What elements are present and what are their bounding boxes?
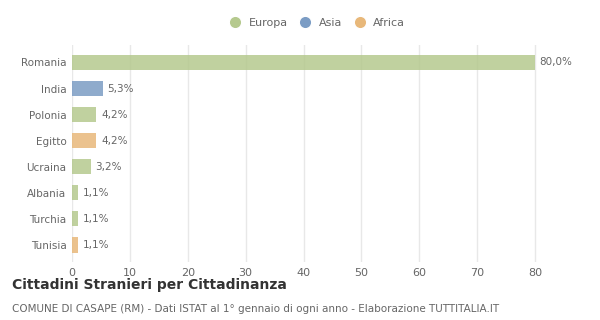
Bar (72, 211, 79, 227)
Text: 1,1%: 1,1% (83, 214, 109, 224)
Text: COMUNE DI CASAPE (RM) - Dati ISTAT al 1° gennaio di ogni anno - Elaborazione TUT: COMUNE DI CASAPE (RM) - Dati ISTAT al 1°… (12, 304, 499, 314)
Legend: Europa, Asia, Africa: Europa, Asia, Africa (229, 15, 407, 30)
Text: 4,2%: 4,2% (101, 136, 127, 146)
Text: 80,0%: 80,0% (539, 58, 572, 68)
Bar (72, 133, 97, 148)
Text: Cittadini Stranieri per Cittadinanza: Cittadini Stranieri per Cittadinanza (12, 278, 287, 292)
Bar (72, 107, 97, 122)
Bar (72, 159, 91, 174)
Bar (72, 237, 79, 252)
Bar (72, 185, 79, 200)
Bar (72, 81, 103, 96)
Text: 5,3%: 5,3% (107, 84, 134, 93)
Text: 1,1%: 1,1% (83, 188, 109, 198)
Bar (72, 55, 535, 70)
Text: 4,2%: 4,2% (101, 109, 127, 120)
Text: 3,2%: 3,2% (95, 162, 122, 172)
Text: 1,1%: 1,1% (83, 240, 109, 250)
